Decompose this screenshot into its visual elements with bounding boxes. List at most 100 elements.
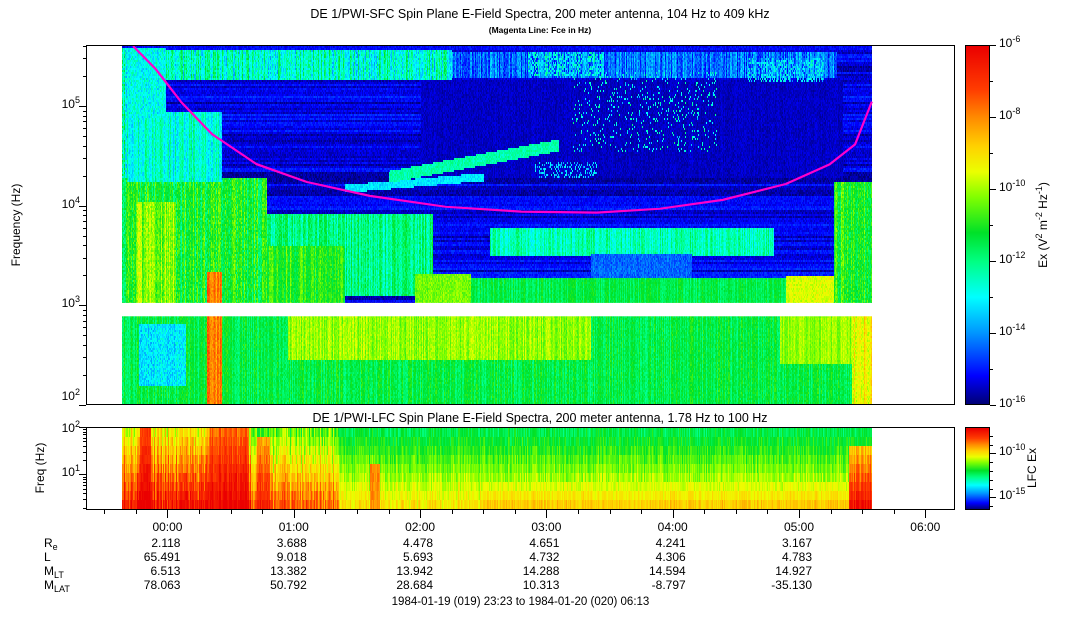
sfc-y-minor-tick [83,375,86,376]
lfc-y-minor-tick [83,477,86,478]
time-axis-minor-tick [736,510,737,514]
lfc-y-minor-tick [83,432,86,433]
ephemeris-value: 4.651 [529,536,560,550]
time-axis-minor-tick [641,510,642,514]
sfc-y-minor-tick [83,176,86,177]
time-axis-minor-tick [325,510,326,514]
ephemeris-value: 28.684 [396,578,434,592]
time-axis-major-tick [799,510,800,518]
sfc-title: DE 1/PWI-SFC Spin Plane E-Field Spectra,… [310,7,770,21]
time-axis-minor-tick [578,510,579,514]
sfc-y-minor-tick [83,116,86,117]
sfc-y-minor-tick [83,76,86,77]
lfc-title: DE 1/PWI-LFC Spin Plane E-Field Spectra,… [312,411,768,425]
ephemeris-row-label: Re [44,536,58,552]
sfc-y-minor-tick [83,210,86,211]
lfc-y-minor-tick [83,482,86,483]
sfc-y-tick-label: 104 [61,195,80,211]
sfc-y-minor-tick [83,228,86,229]
sfc-y-minor-tick [83,335,86,336]
ephemeris-row-label: MLT [44,564,64,580]
lfc-colorbar-minor-tick [990,471,993,472]
sfc-y-minor-tick [83,345,86,346]
lfc-y-minor-tick [83,508,86,509]
sfc-colorbar-minor-tick [990,369,993,370]
sfc-y-minor-tick [83,321,86,322]
ephemeris-row-label: MLAT [44,578,70,594]
lfc-y-minor-tick [83,485,86,486]
time-axis-major-tick [925,510,926,518]
lfc-y-minor-tick [83,489,86,490]
sfc-y-major-tick [79,405,86,406]
sfc-y-minor-tick [83,258,86,259]
ephemeris-value: 4.783 [781,550,812,564]
time-axis-minor-tick [452,510,453,514]
time-axis-minor-tick [515,510,516,514]
sfc-y-minor-tick [83,58,86,59]
lfc-colorbar-minor-tick [990,489,993,490]
lfc-colorbar-tick-label: 10-10 [999,442,1026,458]
sfc-colorbar-tick-label: 10-8 [999,106,1021,122]
time-axis-hour-label: 04:00 [657,520,688,534]
lfc-y-minor-tick [83,441,86,442]
ephemeris-value: 13.382 [270,564,307,578]
ephemeris-value: 2.118 [151,536,181,550]
ephemeris-value: 3.167 [781,536,812,550]
sfc-y-major-tick [79,106,86,107]
time-axis-hour-label: 02:00 [405,520,436,534]
ephemeris-value: 4.478 [403,536,434,550]
sfc-y-minor-tick [83,357,86,358]
ephemeris-value: 10.313 [522,578,560,592]
sfc-spectrogram-panel [86,45,955,405]
time-axis-minor-tick [704,510,705,514]
lfc-y-minor-tick [83,479,86,480]
ephemeris-value: 4.306 [655,550,686,564]
lfc-y-major-tick [79,427,86,428]
ephemeris-value: 13.942 [396,564,434,578]
time-axis-minor-tick [483,510,484,514]
ephemeris-value: 78.063 [143,578,181,592]
sfc-y-major-tick [79,206,86,207]
sfc-y-minor-tick [83,136,86,137]
sfc-subtitle: (Magenta Line: Fce in Hz) [488,25,592,35]
sfc-y-minor-tick [83,315,86,316]
lfc-colorbar-minor-tick [990,480,993,481]
sfc-y-tick-label: 102 [61,387,80,403]
ephemeris-value: 9.018 [276,550,307,564]
sfc-y-minor-tick [83,46,86,47]
sfc-y-minor-tick [83,236,86,237]
ephemeris-value: -35.130 [771,578,812,592]
ephemeris-value: 14.594 [648,564,686,578]
time-axis-minor-tick [136,510,137,514]
sfc-colorbar-tick-label: 10-10 [999,178,1026,194]
sfc-colorbar [965,45,990,405]
lfc-y-minor-tick [83,493,86,494]
time-axis-minor-tick [104,510,105,514]
lfc-colorbar-canvas [966,428,989,509]
ephemeris-value: 5.693 [403,550,434,564]
lfc-colorbar-major-tick [990,497,996,498]
ephemeris-value: 14.288 [522,564,560,578]
sfc-colorbar-tick-label: 10-12 [999,250,1026,266]
sfc-y-minor-tick [83,158,86,159]
time-axis-minor-tick [610,510,611,514]
lfc-y-minor-tick [83,499,86,500]
lfc-colorbar-label: LFC Ex [1025,448,1039,489]
lfc-y-minor-tick [83,460,86,461]
lfc-colorbar-minor-tick [990,436,993,437]
sfc-colorbar-minor-tick [990,81,993,82]
sfc-y-minor-tick [83,111,86,112]
time-axis-minor-tick [894,510,895,514]
time-axis-minor-tick [231,510,232,514]
time-axis-minor-tick [199,510,200,514]
sfc-colorbar-tick-label: 10-14 [999,322,1026,338]
time-axis-hour-label: 01:00 [278,520,309,534]
time-axis-minor-tick [357,510,358,514]
time-axis-hour-label: 05:00 [783,520,815,534]
sfc-colorbar-tick-label: 10-6 [999,34,1021,50]
ephemeris-value: 50.792 [270,578,307,592]
sfc-y-tick-label: 105 [61,95,80,111]
sfc-spectrogram-canvas [87,46,954,404]
lfc-colorbar-major-tick [990,453,996,454]
